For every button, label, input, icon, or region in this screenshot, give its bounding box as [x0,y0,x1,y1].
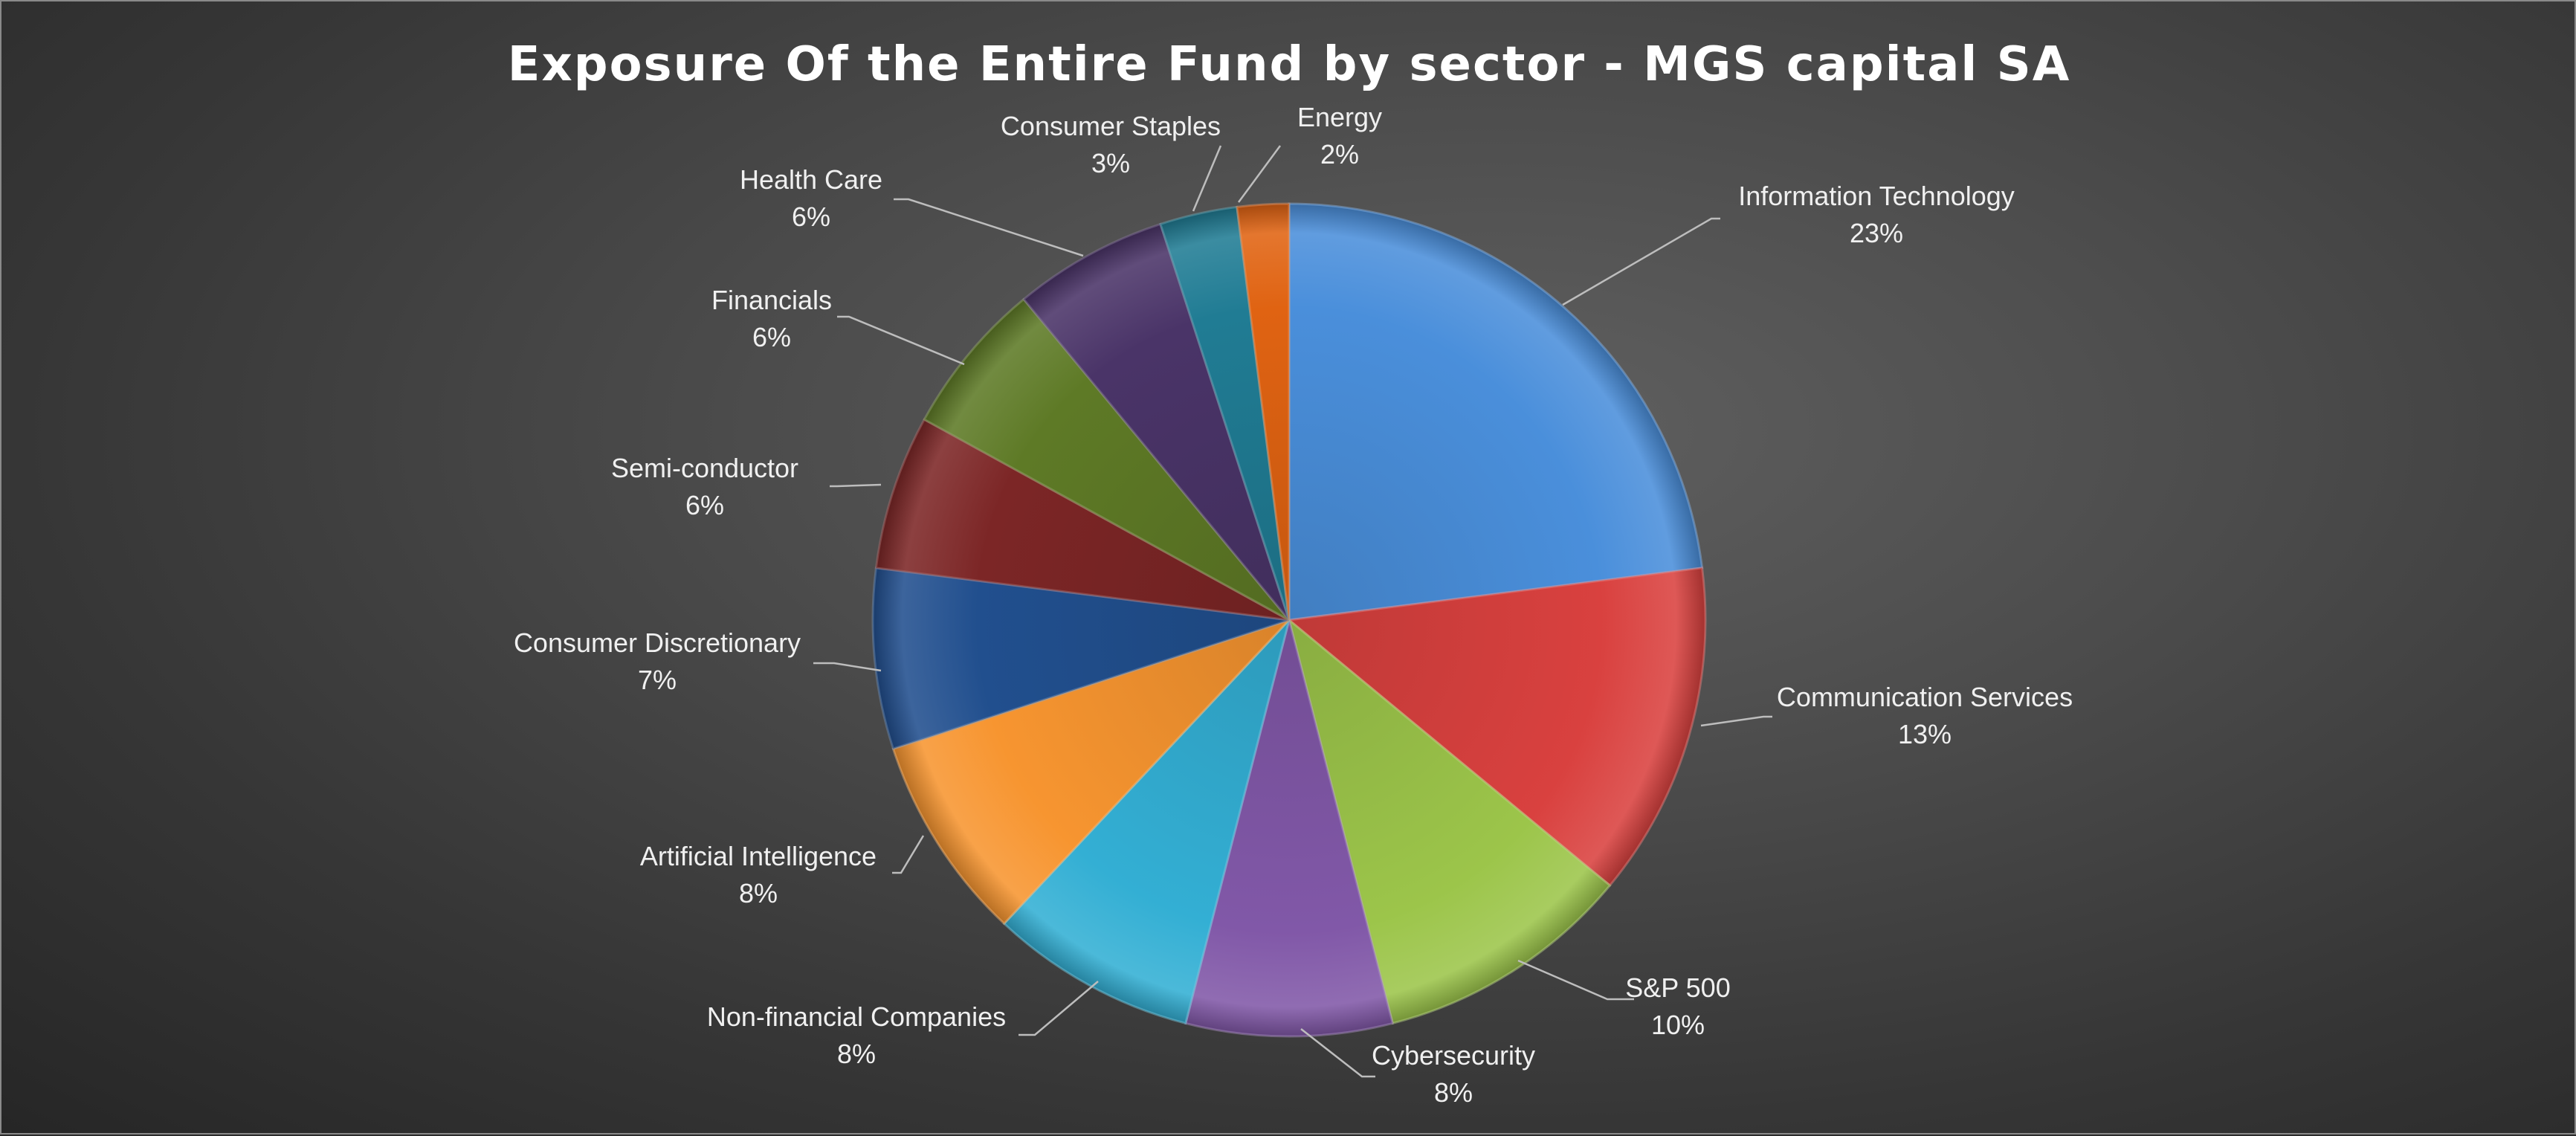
slice-label-value: 7% [638,665,677,695]
slice-edge [1236,202,1291,621]
slice-energy [1236,204,1289,620]
slice-label-value: 23% [1850,218,1903,248]
leader-line [1517,959,1634,1001]
slice-edge [1159,205,1291,621]
slice-financials [924,299,1289,620]
slice-label-value: 10% [1651,1010,1705,1040]
leader-line [894,198,1084,257]
slice-label-name: Artificial Intelligence [640,841,877,871]
slice-edge [1288,202,1704,622]
leader-line [892,835,925,874]
leader-line [813,662,882,672]
leader-lines-layer [813,145,1772,1078]
leader-line [1700,715,1772,727]
slice-label-name: Cybersecurity [1372,1040,1535,1071]
slice-information-technology [1289,204,1702,620]
slice-artificial-intelligence [893,620,1289,924]
slice-label-value: 3% [1091,148,1130,178]
slice-label-name: Communication Services [1777,682,2073,712]
slice-label-value: 6% [752,322,791,352]
leader-line [837,315,965,366]
slice-edge [1286,567,1707,888]
slice-label-name: Energy [1297,102,1382,132]
slice-s-p-500 [1289,620,1610,1024]
slice-label-name: Consumer Discretionary [514,627,801,658]
slice-label-value: 6% [685,490,724,520]
slice-edge [871,567,1290,750]
slice-label-value: 8% [837,1039,876,1069]
slices-layer [871,202,1707,1038]
slice-edge [1021,222,1291,621]
leader-line [830,483,882,488]
slice-edge [1287,616,1612,1025]
slice-label-value: 8% [1434,1077,1473,1108]
leader-line [1019,981,1099,1036]
slice-label-value: 8% [739,878,778,909]
slice-health-care [1024,224,1289,621]
slice-semi-conductor [876,419,1289,620]
slice-non-financial-companies [1004,620,1289,1024]
labels-layer: Information Technology 23% Communication S… [514,102,2073,1108]
leader-line [1562,217,1720,306]
slice-cybersecurity [1185,620,1393,1037]
slice-label-value: 2% [1320,139,1359,170]
slice-label-name: Financials [711,285,832,315]
slice-label-name: Information Technology [1738,181,2015,211]
slice-label-name: Consumer Staples [1001,111,1221,141]
slice-edge [1002,619,1291,1025]
leader-line [1237,145,1282,203]
slice-consumer-staples [1160,207,1289,620]
leader-line [1300,1028,1375,1078]
chart-title: Exposure Of the Entire Fund by sector - … [508,37,2070,92]
slice-label-name: Health Care [740,164,882,195]
slice-edge [1184,619,1395,1038]
slice-consumer-discretionary [873,567,1289,749]
slice-edge [891,619,1291,926]
slice-label-name: Semi-conductor [611,453,798,483]
slice-edge [874,418,1290,622]
slice-label-name: Non-financial Companies [707,1001,1006,1032]
slice-label-value: 6% [792,201,830,232]
slice-communication-services [1289,567,1705,885]
leader-line [1192,145,1222,212]
slice-label-value: 13% [1898,719,1952,749]
slice-edge [923,297,1291,622]
slice-label-name: S&P 500 [1625,972,1730,1003]
